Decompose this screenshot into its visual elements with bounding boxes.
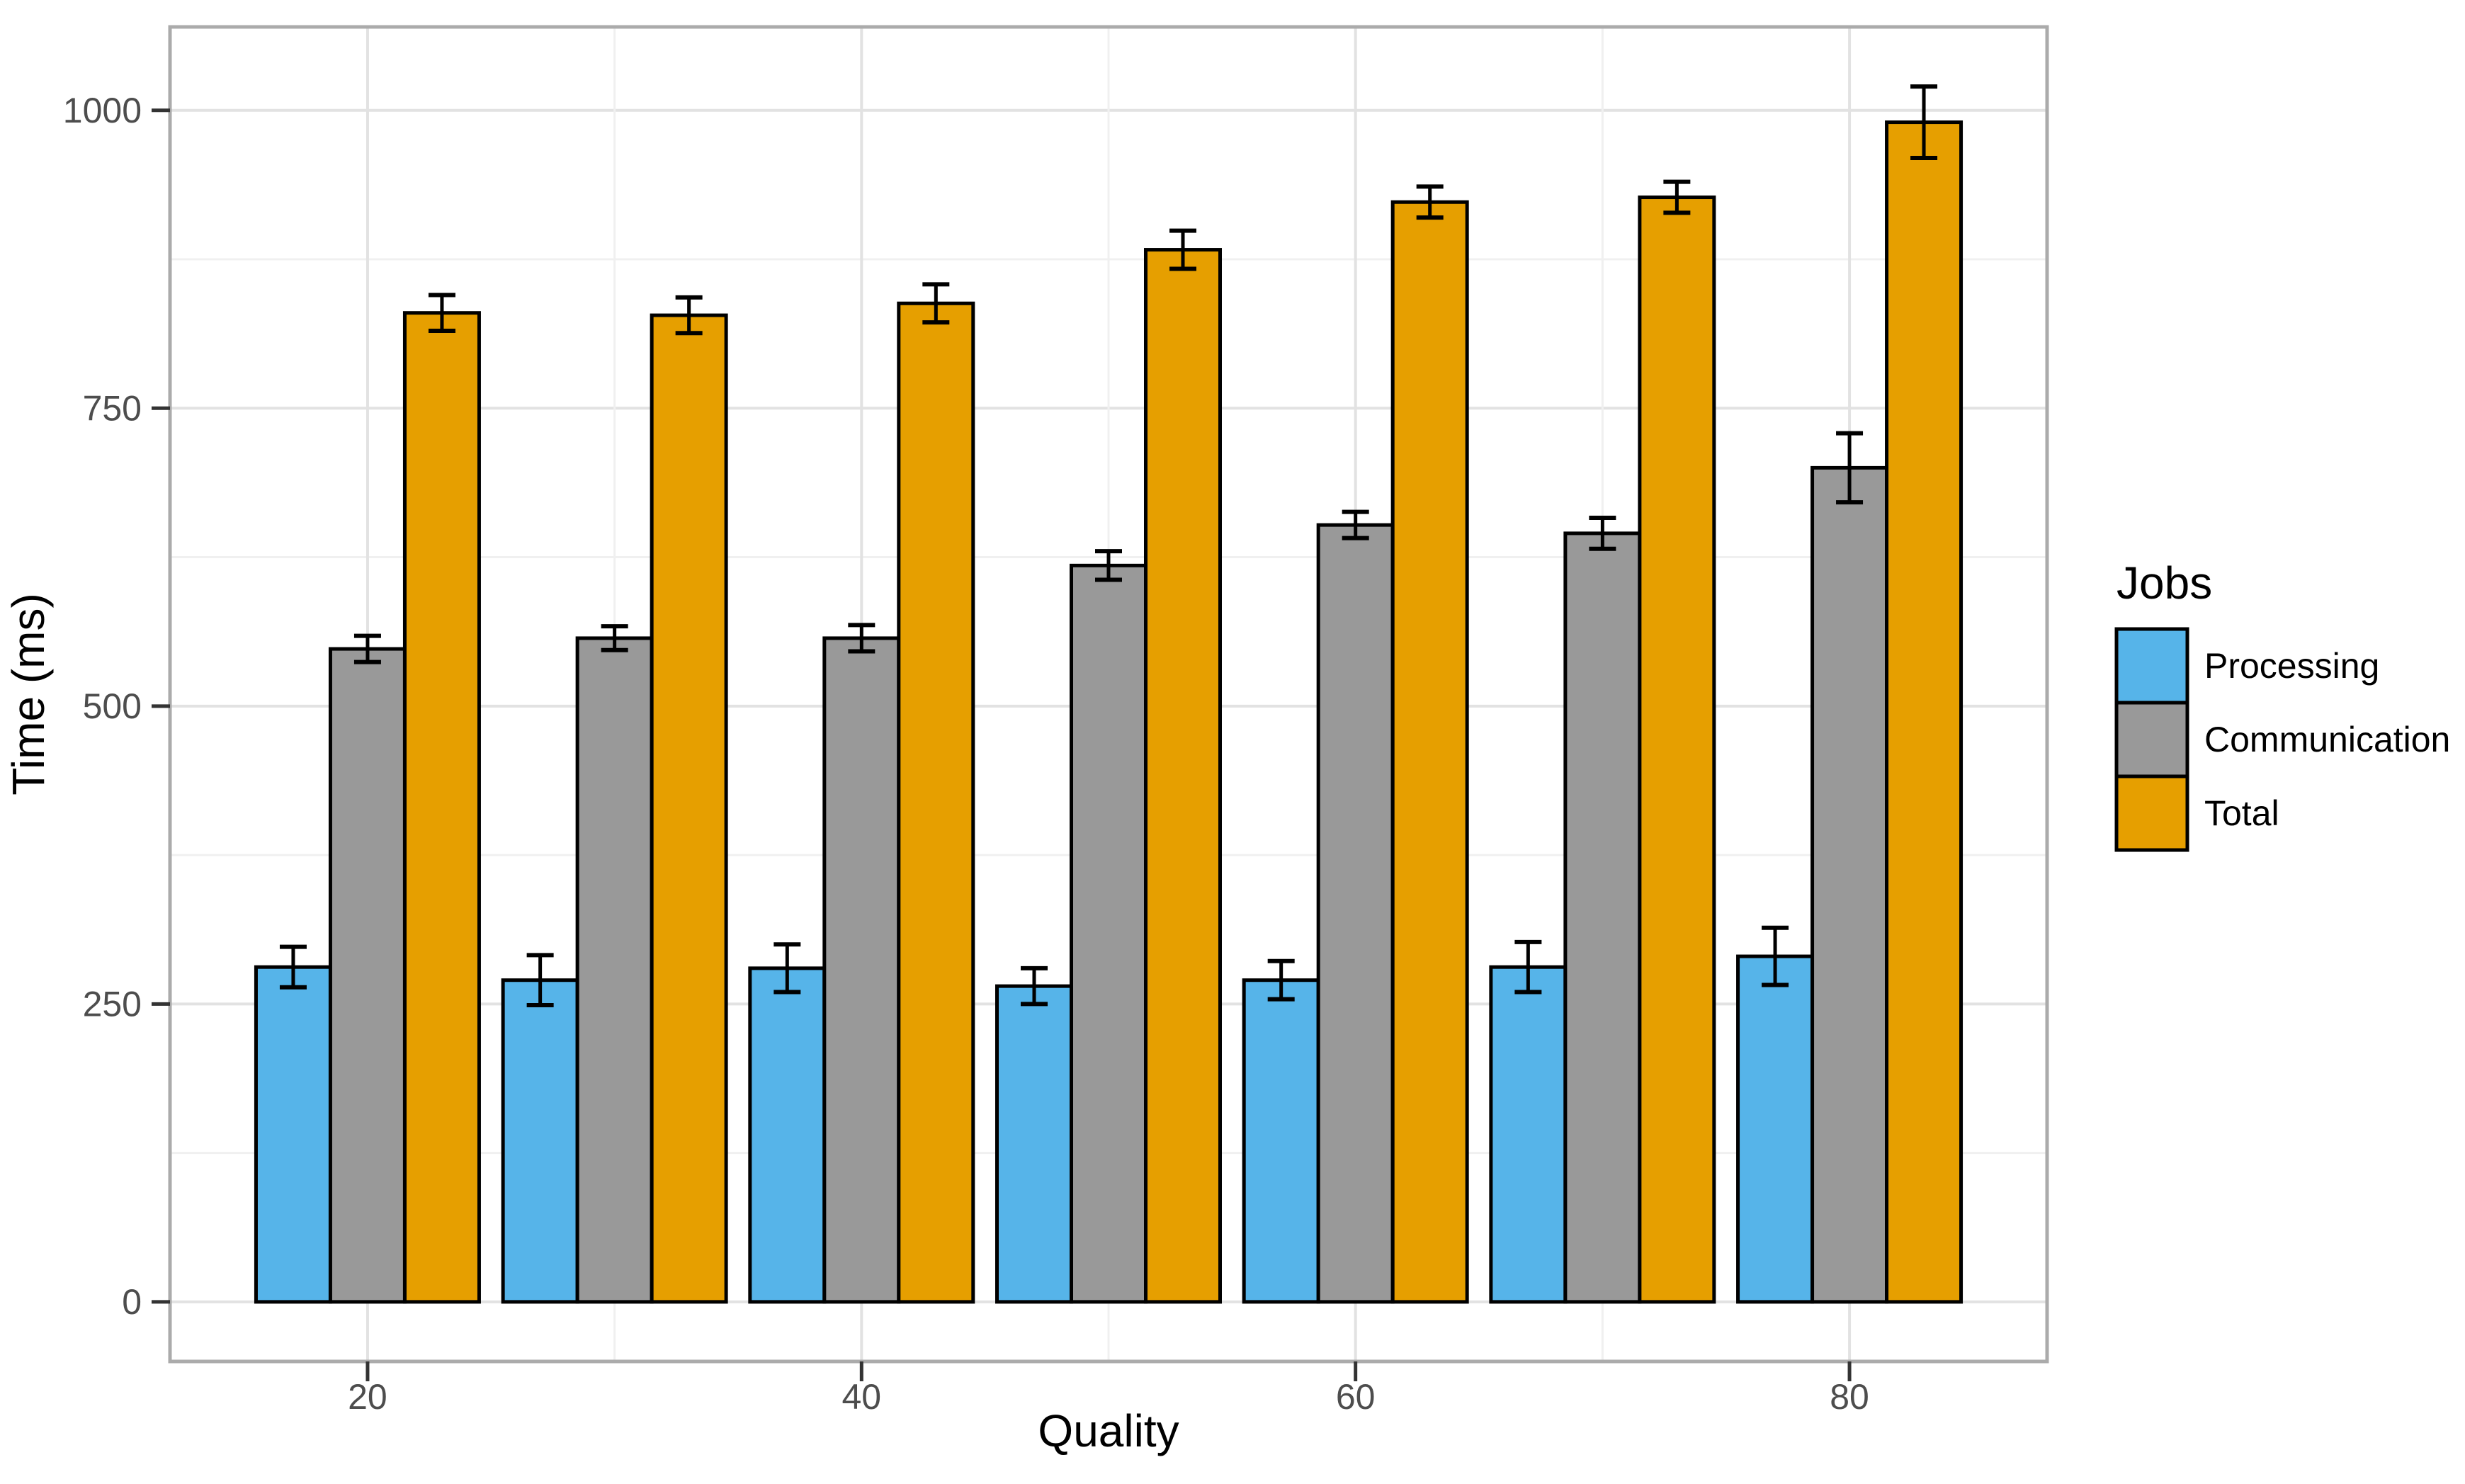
legend-title: Jobs [2116, 557, 2212, 608]
y-axis-tick-label-500: 500 [83, 686, 142, 726]
legend-label-communication: Communication [2204, 720, 2450, 759]
x-axis-tick-label-40: 40 [842, 1377, 882, 1417]
bar-communication-q80 [1810, 465, 1889, 1304]
y-axis-tick-label-250: 250 [83, 984, 142, 1024]
bar-total-q20 [402, 311, 481, 1304]
bar-processing-q80 [1736, 954, 1815, 1304]
legend-label-total: Total [2204, 793, 2279, 833]
bar-communication-q70 [1563, 531, 1642, 1304]
bar-total-q80 [1885, 120, 1964, 1304]
bar-processing-q30 [501, 978, 579, 1304]
bar-communication-q40 [822, 636, 901, 1304]
bar-processing-q50 [995, 984, 1073, 1304]
bar-total-q50 [1144, 248, 1222, 1304]
x-axis-title: Quality [1038, 1405, 1179, 1456]
y-axis-tick-label-1000: 1000 [63, 91, 142, 130]
x-axis-tick-label-20: 20 [348, 1377, 387, 1417]
legend-label-processing: Processing [2204, 646, 2379, 686]
y-axis-tick-label-0: 0 [122, 1282, 142, 1322]
x-axis-tick-label-60: 60 [1336, 1377, 1376, 1417]
bar-communication-q50 [1070, 563, 1148, 1304]
bar-processing-q20 [254, 965, 332, 1304]
x-axis-tick-label-80: 80 [1830, 1377, 1869, 1417]
legend-key-communication-swatch [2114, 701, 2189, 778]
bar-total-q30 [650, 313, 728, 1304]
bar-total-q70 [1638, 196, 1716, 1304]
y-axis-title: Time (ms) [3, 593, 54, 795]
bar-processing-q60 [1242, 978, 1320, 1304]
y-axis-tick-label-750: 750 [83, 388, 142, 428]
legend-key-processing-swatch [2114, 627, 2189, 705]
bar-processing-q70 [1489, 965, 1568, 1304]
legend-key-total-swatch [2114, 774, 2189, 852]
bar-communication-q20 [328, 647, 407, 1304]
bar-total-q40 [897, 301, 975, 1304]
bar-communication-q30 [575, 636, 654, 1304]
bar-communication-q60 [1316, 523, 1395, 1304]
bar-total-q60 [1390, 200, 1469, 1304]
panel-border [168, 25, 2049, 1364]
bar-processing-q40 [748, 966, 827, 1304]
